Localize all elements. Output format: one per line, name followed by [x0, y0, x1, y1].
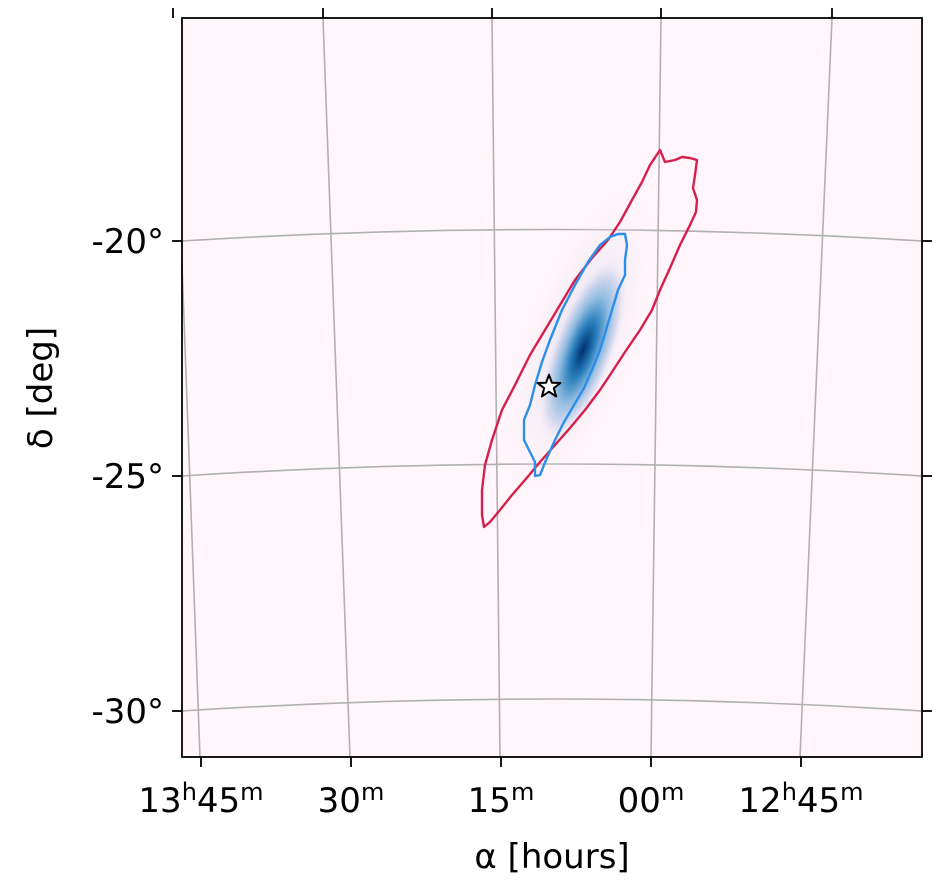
grid-dec-minus-20: [182, 228, 922, 242]
x-tick-label: 15m: [468, 778, 535, 821]
inner-contour: [522, 232, 629, 478]
x-tick-value: 45: [797, 781, 840, 821]
x-tick-label: 00m: [618, 778, 685, 821]
x-tick-label: 30m: [318, 778, 385, 821]
x-tick-value: 12: [738, 781, 781, 821]
x-tick-labels: 13h45m 30m 15m 00m 12h45m: [138, 778, 863, 821]
grid-ra-13h45m: [182, 242, 201, 757]
x-tick-label: 12h45m: [738, 778, 863, 821]
density-core: [537, 255, 629, 445]
grid-ra-13h30m: [322, 18, 351, 757]
x-tick-value: 15: [468, 781, 511, 821]
y-tick-labels: -20° -25° -30°: [91, 222, 164, 732]
x-tick-value: 00: [618, 781, 661, 821]
grid-ra-12h45m: [799, 18, 833, 757]
x-tick-unit: m: [240, 778, 263, 806]
outer-contour: [480, 148, 699, 529]
plot-frame: [181, 17, 923, 758]
y-tick-label: -20°: [91, 222, 164, 262]
y-axis-label: δ [deg]: [21, 327, 61, 449]
x-axis-label: α [hours]: [474, 837, 629, 877]
x-tick-unit: m: [661, 778, 684, 806]
grid-dec-minus-30: [182, 698, 922, 712]
grid-ra-13h15m: [491, 18, 501, 757]
y-tick-label: -25°: [91, 457, 164, 497]
star-marker: [536, 373, 562, 398]
x-tick-label: 13h45m: [138, 778, 263, 821]
x-tick-unit: m: [511, 778, 534, 806]
x-tick-unit: m: [840, 778, 863, 806]
x-tick-unit: m: [361, 778, 384, 806]
x-tick-value: 45: [197, 781, 240, 821]
grid-ra-13h00m: [650, 18, 662, 757]
y-tick-label: -30°: [91, 692, 164, 732]
x-tick-value: 13: [138, 781, 181, 821]
x-tick-unit: h: [182, 778, 197, 806]
tick-marks: [172, 8, 932, 767]
x-tick-value: 30: [318, 781, 361, 821]
x-tick-unit: h: [782, 778, 797, 806]
